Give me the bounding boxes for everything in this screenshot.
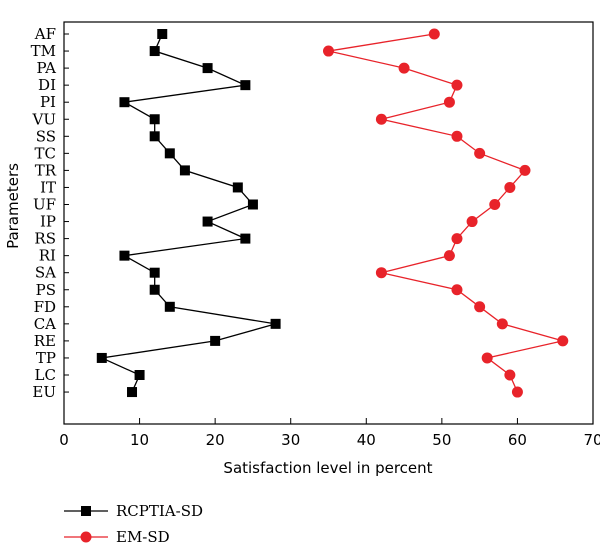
data-point-em-sd-ps	[451, 284, 463, 296]
data-point-em-sd-pa	[398, 62, 410, 74]
y-tick-label-ip: IP	[40, 213, 56, 231]
plot-border	[63, 21, 594, 425]
y-tick-label-it: IT	[40, 178, 56, 196]
x-tick-label-40: 40	[357, 431, 376, 449]
y-tick-label-tr: TR	[35, 161, 57, 179]
data-point-em-sd-tp	[481, 352, 493, 364]
legend-label: EM-SD	[116, 528, 170, 546]
data-point-rcptia-sd-tr	[179, 165, 190, 176]
plot-area	[63, 21, 594, 425]
data-point-em-sd-ip	[466, 216, 478, 228]
series-line-em-sd	[328, 33, 563, 393]
data-point-rcptia-sd-tp	[96, 352, 107, 363]
data-point-em-sd-lc	[504, 369, 516, 381]
legend-item-em-sd: EM-SD	[64, 528, 170, 546]
x-tick-label-20: 20	[206, 431, 225, 449]
data-point-em-sd-af	[428, 28, 440, 40]
series-rcptia-sd	[96, 29, 281, 398]
data-point-em-sd-re	[557, 335, 569, 347]
x-tick-label-70: 70	[583, 431, 600, 449]
data-point-rcptia-sd-sa	[149, 267, 160, 278]
series-layer	[96, 28, 569, 398]
y-tick-label-sa: SA	[35, 264, 56, 282]
data-point-em-sd-di	[451, 79, 463, 91]
data-point-rcptia-sd-ca	[270, 318, 281, 329]
data-point-em-sd-fd	[474, 301, 486, 313]
y-tick-label-rs: RS	[34, 230, 56, 248]
data-point-em-sd-ri	[443, 250, 455, 262]
series-line-rcptia-sd	[99, 33, 276, 393]
y-tick-label-pi: PI	[40, 93, 56, 111]
y-tick-label-vu: VU	[32, 110, 56, 128]
data-point-em-sd-pi	[443, 96, 455, 108]
data-point-rcptia-sd-ri	[119, 250, 130, 261]
x-axis-title: Satisfaction level in percent	[223, 459, 432, 477]
x-tick-label-10: 10	[130, 431, 149, 449]
legend-item-rcptia-sd: RCPTIA-SD	[64, 502, 203, 520]
y-tick-label-uf: UF	[33, 196, 56, 214]
data-point-rcptia-sd-ip	[202, 216, 213, 227]
y-tick-label-fd: FD	[34, 298, 56, 316]
data-point-em-sd-rs	[451, 233, 463, 245]
y-tick-label-ri: RI	[39, 247, 56, 265]
y-tick-label-ss: SS	[36, 127, 56, 145]
y-tick-label-af: AF	[34, 25, 56, 43]
data-point-rcptia-sd-ps	[149, 284, 160, 295]
data-point-em-sd-eu	[511, 386, 523, 398]
y-tick-label-di: DI	[38, 76, 56, 94]
data-point-rcptia-sd-vu	[149, 114, 160, 125]
data-point-rcptia-sd-re	[210, 335, 221, 346]
y-tick-label-lc: LC	[35, 366, 56, 384]
data-point-em-sd-it	[504, 181, 516, 193]
x-tick-label-60: 60	[508, 431, 527, 449]
data-point-rcptia-sd-tc	[164, 148, 175, 159]
data-point-em-sd-tr	[519, 164, 531, 176]
x-tick-label-0: 0	[59, 431, 69, 449]
data-point-rcptia-sd-fd	[164, 301, 175, 312]
legend-marker-square	[81, 506, 91, 516]
y-axis-title: Parameters	[4, 163, 22, 249]
data-point-rcptia-sd-pi	[119, 97, 130, 108]
data-point-em-sd-tc	[474, 147, 486, 159]
y-tick-label-pa: PA	[36, 59, 56, 77]
y-tick-label-eu: EU	[32, 383, 56, 401]
y-tick-label-tp: TP	[36, 349, 56, 367]
x-axis-ticks: 0 10 20 30 40 50 60 70	[59, 418, 600, 449]
data-point-em-sd-sa	[375, 267, 387, 279]
legend-marker-circle	[80, 531, 92, 543]
data-point-em-sd-ca	[496, 318, 508, 330]
data-point-rcptia-sd-ss	[149, 131, 160, 142]
series-em-sd	[323, 28, 569, 398]
data-point-rcptia-sd-lc	[134, 370, 145, 380]
data-point-rcptia-sd-rs	[240, 233, 251, 244]
data-point-rcptia-sd-di	[240, 80, 251, 91]
data-point-rcptia-sd-uf	[247, 199, 258, 210]
data-point-rcptia-sd-it	[232, 182, 243, 193]
x-tick-label-30: 30	[281, 431, 300, 449]
y-tick-labels: AFTMPADIPIVUSSTCTRITUFIPRSRISAPSFDCARETP…	[31, 25, 69, 401]
y-tick-label-ca: CA	[34, 315, 56, 333]
data-point-rcptia-sd-pa	[202, 63, 213, 74]
y-tick-label-ps: PS	[36, 281, 56, 299]
data-point-em-sd-tm	[323, 45, 334, 57]
data-point-rcptia-sd-af	[157, 29, 168, 39]
data-point-rcptia-sd-eu	[127, 387, 138, 398]
data-point-em-sd-uf	[489, 199, 501, 210]
legend-label: RCPTIA-SD	[116, 502, 203, 520]
y-tick-label-re: RE	[34, 332, 56, 350]
y-tick-label-tm: TM	[31, 42, 56, 60]
data-point-em-sd-ss	[451, 130, 463, 142]
data-point-em-sd-vu	[375, 113, 387, 125]
legend: RCPTIA-SD EM-SD	[64, 502, 203, 546]
y-tick-label-tc: TC	[35, 144, 56, 162]
x-tick-label-50: 50	[432, 431, 451, 449]
data-point-rcptia-sd-tm	[149, 46, 160, 57]
